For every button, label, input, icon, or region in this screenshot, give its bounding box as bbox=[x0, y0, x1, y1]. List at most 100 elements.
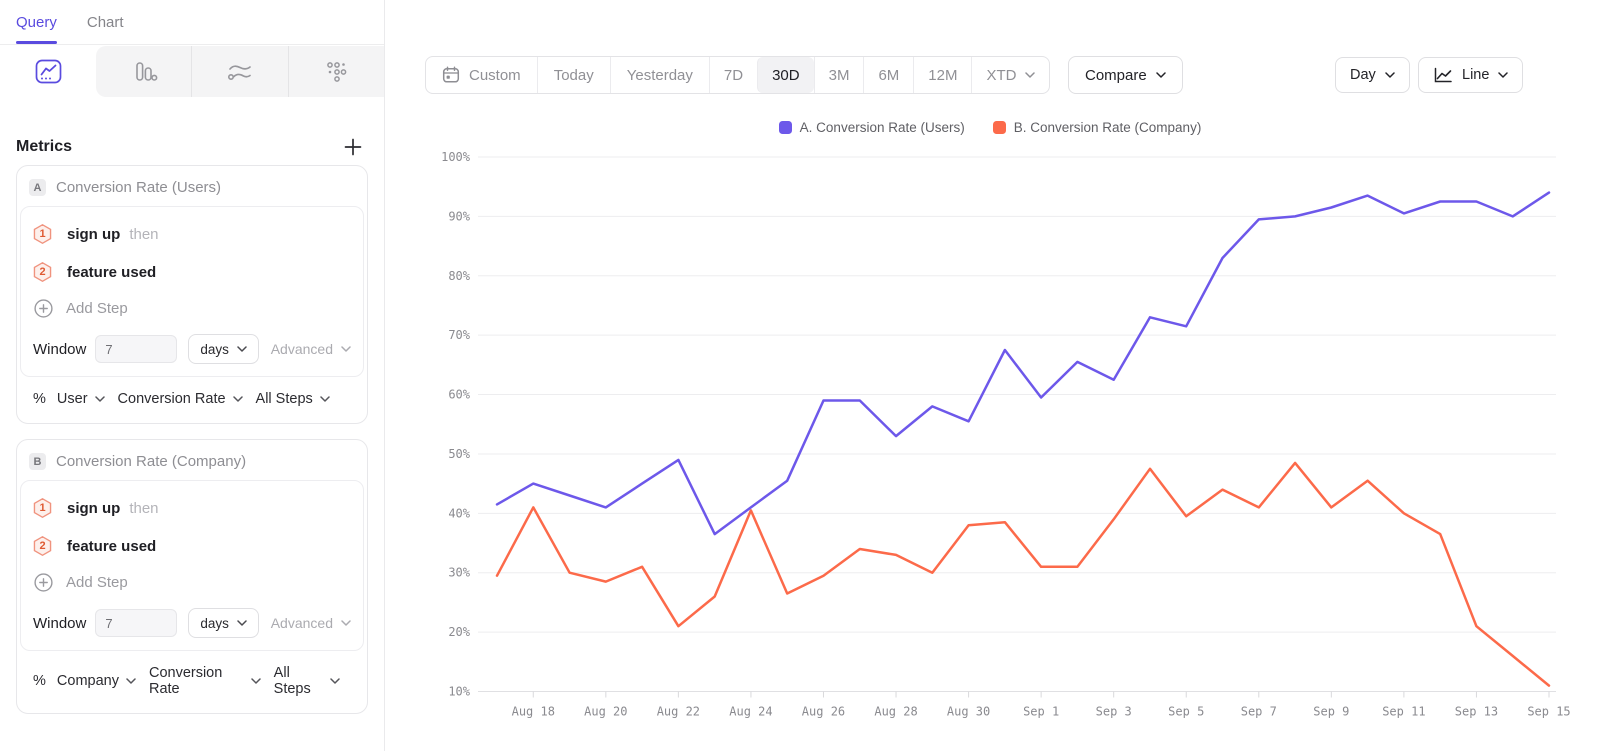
step-row[interactable]: 1 sign up then bbox=[33, 215, 351, 253]
step-row[interactable]: 2 feature used bbox=[33, 253, 351, 291]
percent-symbol: % bbox=[33, 673, 46, 689]
chevron-down-icon bbox=[94, 396, 105, 402]
range-custom[interactable]: Custom bbox=[426, 57, 537, 93]
step-suffix: then bbox=[129, 225, 159, 243]
chevron-down-icon bbox=[1498, 72, 1509, 78]
measure-row: % Company Conversion Rate All Steps bbox=[17, 651, 367, 713]
tab-query[interactable]: Query bbox=[16, 0, 57, 44]
metric-card-a-header[interactable]: A Conversion Rate (Users) bbox=[17, 166, 367, 206]
range-6m[interactable]: 6M bbox=[863, 57, 913, 93]
chevron-down-icon bbox=[1385, 72, 1395, 78]
tab-chart[interactable]: Chart bbox=[87, 0, 124, 44]
line-chart-icon bbox=[35, 59, 61, 84]
measured-as-dropdown[interactable]: Company bbox=[57, 673, 136, 689]
range-3m[interactable]: 3M bbox=[813, 57, 864, 93]
step-number-badge: 1 bbox=[33, 224, 52, 244]
legend-item-a[interactable]: A. Conversion Rate (Users) bbox=[778, 120, 965, 135]
range-yesterday[interactable]: Yesterday bbox=[609, 57, 709, 93]
step-row[interactable]: 1 sign up then bbox=[33, 489, 351, 527]
range-today[interactable]: Today bbox=[536, 57, 610, 93]
chart-type-group bbox=[96, 46, 384, 97]
metric-badge-b: B bbox=[29, 453, 46, 470]
window-row: Window days Advanced bbox=[33, 328, 351, 364]
calendar-icon bbox=[442, 66, 460, 83]
step-number-badge: 1 bbox=[33, 498, 52, 518]
svg-text:50%: 50% bbox=[448, 447, 470, 461]
metric-card-b-header[interactable]: B Conversion Rate (Company) bbox=[17, 440, 367, 480]
window-label: Window bbox=[33, 614, 87, 632]
measured-as-dropdown[interactable]: User bbox=[57, 391, 105, 407]
interval-button[interactable]: Day bbox=[1335, 57, 1410, 93]
advanced-toggle[interactable]: Advanced bbox=[271, 615, 351, 631]
svg-text:Aug 28: Aug 28 bbox=[874, 705, 917, 719]
step-number-badge: 2 bbox=[33, 262, 52, 282]
query-sidebar: Query Chart bbox=[0, 0, 385, 751]
svg-text:Sep 5: Sep 5 bbox=[1168, 705, 1204, 719]
step-suffix: then bbox=[129, 499, 159, 517]
tab-query-label: Query bbox=[16, 13, 57, 31]
chart-area: 100% 90% 80% 70% 60% 50% 40% 30% 20% 10% Aug 18 Aug… bbox=[420, 145, 1580, 740]
steps-scope-dropdown[interactable]: All Steps bbox=[256, 391, 330, 407]
chart-legend: A. Conversion Rate (Users) B. Conversion… bbox=[420, 120, 1560, 135]
range-12m[interactable]: 12M bbox=[913, 57, 971, 93]
svg-text:Aug 26: Aug 26 bbox=[802, 705, 845, 719]
chart-style-button[interactable]: Line bbox=[1418, 57, 1524, 93]
window-unit-select[interactable]: days bbox=[188, 608, 259, 638]
window-input[interactable] bbox=[95, 609, 178, 637]
funnel-steps-box-a: 1 sign up then 2 feature used Add Step W… bbox=[20, 206, 364, 377]
metric-type-dropdown[interactable]: Conversion Rate bbox=[118, 391, 243, 407]
add-step-label: Add Step bbox=[66, 574, 128, 591]
metric-type-dropdown[interactable]: Conversion Rate bbox=[149, 665, 261, 697]
chevron-down-icon bbox=[126, 678, 136, 684]
svg-text:Sep 1: Sep 1 bbox=[1023, 705, 1059, 719]
svg-text:Aug 22: Aug 22 bbox=[657, 705, 700, 719]
window-input[interactable] bbox=[95, 335, 178, 363]
percent-symbol: % bbox=[33, 391, 46, 407]
tab-chart-label: Chart bbox=[86, 13, 124, 31]
legend-label-b: B. Conversion Rate (Company) bbox=[1013, 120, 1202, 135]
svg-text:Sep 3: Sep 3 bbox=[1096, 705, 1132, 719]
svg-text:Aug 30: Aug 30 bbox=[947, 705, 990, 719]
window-unit-select[interactable]: days bbox=[188, 334, 259, 364]
range-xtd[interactable]: XTD bbox=[971, 57, 1049, 93]
step-number-badge: 2 bbox=[33, 536, 52, 556]
add-step-label: Add Step bbox=[66, 300, 128, 317]
compare-button[interactable]: Compare bbox=[1068, 56, 1183, 94]
svg-text:Sep 15: Sep 15 bbox=[1527, 705, 1570, 719]
metrics-header: Metrics bbox=[0, 129, 384, 165]
chevron-down-icon bbox=[1025, 72, 1036, 78]
chevron-down-icon bbox=[232, 396, 243, 402]
add-step-button[interactable]: Add Step bbox=[33, 565, 351, 602]
svg-text:70%: 70% bbox=[448, 328, 470, 342]
step-event-label: feature used bbox=[67, 537, 157, 555]
svg-text:60%: 60% bbox=[448, 388, 470, 402]
range-7d[interactable]: 7D bbox=[708, 57, 757, 93]
step-event-label: sign up bbox=[67, 499, 121, 517]
add-metric-button[interactable] bbox=[344, 138, 362, 156]
line-chart-icon bbox=[1434, 67, 1452, 82]
window-row: Window days Advanced bbox=[33, 602, 351, 638]
svg-text:10%: 10% bbox=[448, 685, 470, 699]
measure-row: % User Conversion Rate All Steps bbox=[17, 377, 367, 423]
step-row[interactable]: 2 feature used bbox=[33, 527, 351, 565]
svg-text:Sep 11: Sep 11 bbox=[1382, 705, 1425, 719]
chart-type-dots[interactable] bbox=[287, 46, 384, 97]
svg-text:40%: 40% bbox=[448, 506, 470, 520]
chart-type-line-selected[interactable] bbox=[0, 46, 96, 97]
bar-chart-icon bbox=[135, 61, 158, 81]
chevron-down-icon bbox=[341, 620, 351, 626]
flow-chart-icon bbox=[227, 64, 251, 80]
chart-type-flow[interactable] bbox=[191, 46, 287, 97]
advanced-toggle[interactable]: Advanced bbox=[271, 341, 351, 357]
funnel-steps-box-b: 1 sign up then 2 feature used Add Step W… bbox=[20, 480, 364, 651]
range-30d[interactable]: 30D bbox=[757, 57, 814, 93]
chart-type-bar[interactable] bbox=[96, 46, 191, 97]
plus-circle-icon bbox=[34, 573, 53, 592]
legend-item-b[interactable]: B. Conversion Rate (Company) bbox=[992, 120, 1202, 135]
metric-card-a: A Conversion Rate (Users) 1 sign up then… bbox=[16, 165, 368, 424]
steps-scope-dropdown[interactable]: All Steps bbox=[274, 665, 340, 697]
metric-title-b: Conversion Rate (Company) bbox=[56, 453, 247, 470]
metric-card-b: B Conversion Rate (Company) 1 sign up th… bbox=[16, 439, 368, 714]
legend-swatch-b bbox=[992, 121, 1006, 134]
add-step-button[interactable]: Add Step bbox=[33, 291, 351, 328]
